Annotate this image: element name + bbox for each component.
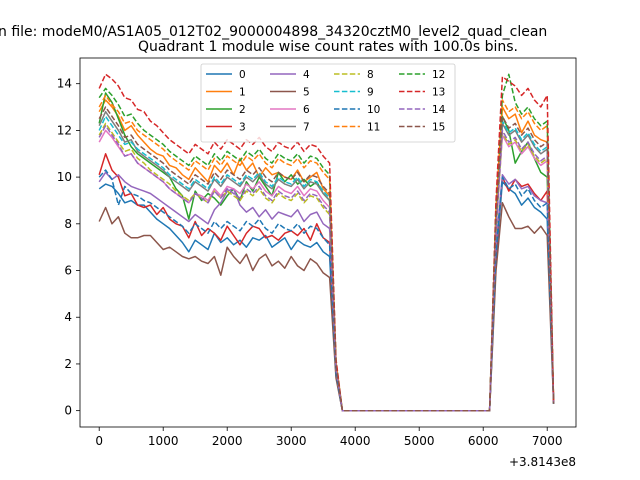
series-line-12 [98,73,555,412]
y-tick-label: 0 [64,404,72,418]
legend-label-12: 12 [432,69,445,81]
x-tick-label: 7000 [532,434,563,448]
legend-label-9: 9 [367,87,374,99]
x-tick-label: 5000 [404,434,435,448]
series-line-5 [98,202,555,412]
legend-label-4: 4 [303,69,310,81]
legend-label-15: 15 [432,122,445,134]
series-line-14 [98,124,555,412]
series-line-10 [98,169,555,412]
legend-label-7: 7 [303,122,310,134]
series-line-13 [98,73,555,412]
y-tick-label: 2 [64,357,72,371]
x-tick-label: 1000 [148,434,179,448]
x-tick-label: 2000 [212,434,243,448]
figure-suptitle: n file: modeM0/AS1A05_012T02_9000004898_… [0,24,547,40]
x-tick-label: 4000 [340,434,371,448]
legend-label-3: 3 [239,122,246,134]
x-tick-label: 0 [95,434,103,448]
y-tick-label: 12 [57,123,72,137]
y-tick-label: 10 [57,170,72,184]
legend-label-8: 8 [367,69,374,81]
legend-label-6: 6 [303,104,310,116]
y-tick-label: 4 [64,310,72,324]
series-line-15 [98,106,555,412]
y-tick-label: 6 [64,264,72,278]
plot-frame [79,57,577,428]
x-axis-offset-label: +3.8143e8 [509,455,576,469]
legend-box [200,63,456,143]
x-tick-label: 3000 [276,434,307,448]
series-line-11 [98,94,555,412]
y-tick-label: 14 [57,77,72,91]
x-axis: 0 1000 2000 3000 4000 5000 6000 7000 [95,427,562,448]
legend-label-1: 1 [239,87,246,99]
legend-label-10: 10 [367,104,380,116]
series-layer [98,73,555,412]
y-axis: 0 2 4 6 8 10 12 14 [57,77,80,418]
y-tick-label: 8 [64,217,72,231]
legend-label-13: 13 [432,87,445,99]
legend-label-2: 2 [239,104,246,116]
legend-label-11: 11 [367,122,380,134]
x-tick-label: 6000 [468,434,499,448]
legend-label-14: 14 [432,104,446,116]
legend-label-5: 5 [303,87,310,99]
legend-label-0: 0 [239,69,246,81]
chart-title: Quadrant 1 module wise count rates with … [138,39,518,55]
